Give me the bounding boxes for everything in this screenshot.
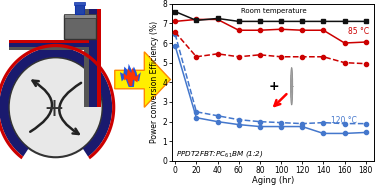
Text: Room temperature: Room temperature [241,8,307,14]
Polygon shape [84,9,89,107]
Polygon shape [89,9,98,107]
FancyBboxPatch shape [64,14,96,18]
Circle shape [291,68,293,105]
Polygon shape [124,68,139,86]
Polygon shape [9,40,89,43]
Polygon shape [9,43,89,47]
X-axis label: Aging (hr): Aging (hr) [252,176,294,185]
Polygon shape [120,64,141,87]
Circle shape [9,57,102,157]
Polygon shape [115,52,170,107]
FancyBboxPatch shape [75,3,84,14]
Polygon shape [98,9,101,107]
Text: +: + [43,97,64,121]
Text: +: + [268,80,279,93]
FancyBboxPatch shape [64,15,96,39]
Polygon shape [9,47,89,50]
Polygon shape [0,44,115,159]
FancyBboxPatch shape [74,2,85,5]
Y-axis label: Power conversion Efficiency (%): Power conversion Efficiency (%) [150,21,160,143]
Text: PPDT2FBT:PC$_{61}$BM (1:2): PPDT2FBT:PC$_{61}$BM (1:2) [176,149,264,159]
Text: 85 °C: 85 °C [348,27,369,36]
Text: 120 °C: 120 °C [331,116,357,125]
Polygon shape [0,47,112,157]
